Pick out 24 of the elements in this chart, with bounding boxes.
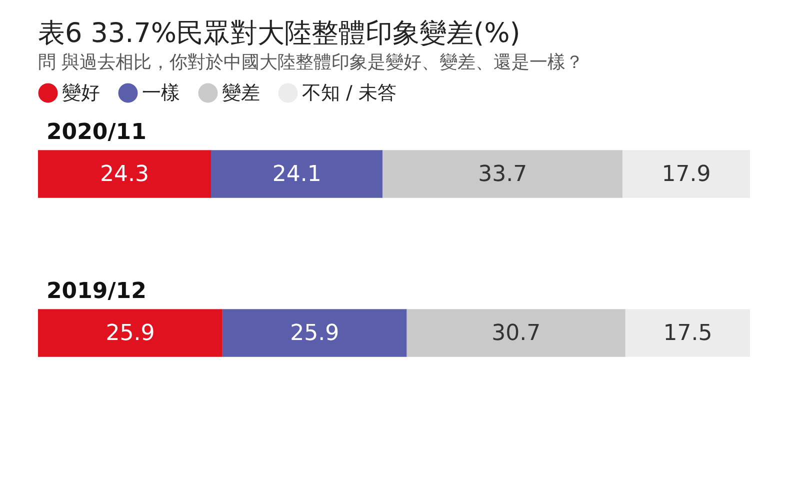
y-tick-label: 2020/11 [46, 120, 146, 145]
bar [406, 309, 626, 357]
bar [222, 309, 407, 357]
chart-subtitle: 問 與過去相比，你對於中國大陸整體印象是變好、變差、還是一樣？ [38, 52, 584, 73]
legend-label: 一樣 [142, 82, 180, 104]
bar [38, 150, 212, 198]
data-label: 25.9 [106, 321, 155, 346]
bar [625, 309, 750, 357]
bar [622, 150, 750, 198]
bar [38, 309, 222, 357]
legend-label: 不知 / 未答 [302, 82, 396, 104]
legend-label: 變差 [222, 82, 260, 104]
y-tick-label: 2019/12 [46, 279, 146, 304]
bar [382, 150, 623, 198]
legend-label: 變好 [62, 82, 100, 104]
bar [211, 150, 383, 198]
data-label: 24.1 [272, 162, 322, 187]
data-label: 24.3 [100, 162, 149, 187]
chart-title: 表6 33.7%民眾對大陸整體印象變差(%) [38, 18, 520, 49]
data-label: 17.9 [662, 162, 711, 187]
data-label: 25.9 [290, 321, 340, 346]
data-label: 17.5 [663, 321, 712, 346]
data-label: 33.7 [478, 162, 528, 187]
data-label: 30.7 [492, 321, 541, 346]
